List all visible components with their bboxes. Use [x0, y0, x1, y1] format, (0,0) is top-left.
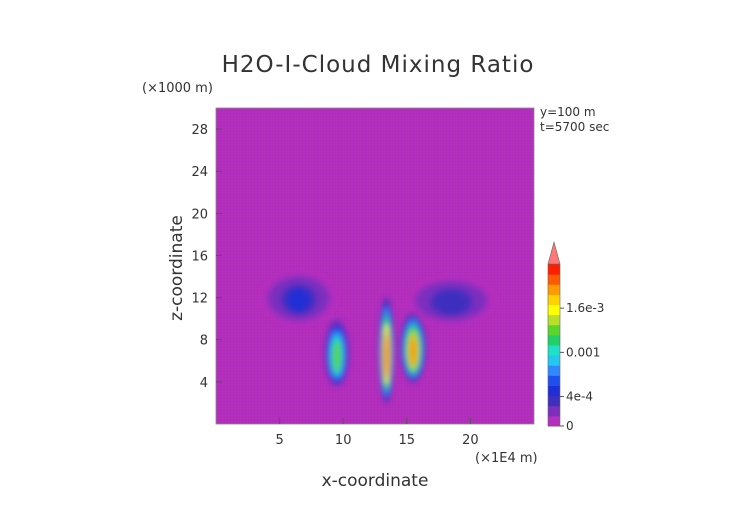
colorbar-tick-label: 0	[566, 419, 574, 433]
colorbar-segment	[548, 395, 560, 407]
annotation-t: t=5700 sec	[540, 120, 609, 134]
y-unit-label: (×1000 m)	[142, 81, 213, 96]
y-axis-label: z-coordinate	[167, 215, 187, 321]
x-axis-label: x-coordinate	[322, 471, 429, 491]
y-tick-label: 8	[200, 334, 208, 349]
feature-anvil-right-level-4	[437, 291, 465, 314]
colorbar-segment	[548, 345, 560, 356]
feature-anvil-left-level-4	[287, 288, 311, 313]
colorbar-segment	[548, 284, 560, 295]
colorbar-segment	[548, 274, 560, 285]
y-tick-label: 16	[191, 249, 208, 264]
feature-core-right-level-4	[409, 335, 417, 367]
colorbar-segment	[548, 324, 560, 336]
plot-frame	[215, 107, 535, 425]
colorbar-tick-label: 1.6e-3	[566, 301, 604, 315]
feature-core-center-level-4	[384, 331, 389, 380]
colorbar: 0 4e-4 0.001 1.6e-3	[547, 240, 604, 433]
feature-core-left-level-4	[333, 340, 341, 372]
colorbar-segment	[548, 375, 560, 386]
y-tick-label: 20	[191, 207, 208, 222]
x-tick-label: 5	[275, 433, 283, 448]
x-tick-label: 15	[399, 433, 416, 448]
y-tick-label: 24	[191, 165, 208, 180]
colorbar-segment	[548, 294, 560, 305]
colorbar-segment	[548, 355, 560, 366]
colorbar-segment	[548, 314, 560, 326]
colorbar-segment	[548, 304, 560, 316]
colorbar-tick-label: 4e-4	[566, 390, 593, 404]
x-tick-label: 20	[462, 433, 479, 448]
colorbar-segment	[548, 334, 560, 346]
plot-area	[215, 107, 535, 425]
colorbar-segment	[548, 415, 560, 427]
x-tick-label: 10	[335, 433, 352, 448]
plot-grid-texture	[216, 108, 534, 424]
colorbar-segment	[548, 405, 560, 417]
y-tick-label: 12	[191, 292, 208, 307]
colorbar-segment	[548, 385, 560, 397]
colorbar-segment	[548, 365, 560, 376]
y-tick-label: 4	[200, 376, 208, 391]
y-tick-label: 28	[191, 123, 208, 138]
colorbar-extend-max	[547, 240, 561, 265]
x-unit-label: (×1E4 m)	[475, 451, 538, 466]
annotation-y: y=100 m	[540, 105, 596, 119]
colorbar-tick-label: 0.001	[566, 345, 600, 359]
chart-title: H2O-I-Cloud Mixing Ratio	[222, 52, 535, 78]
colorbar-segment	[548, 264, 560, 275]
